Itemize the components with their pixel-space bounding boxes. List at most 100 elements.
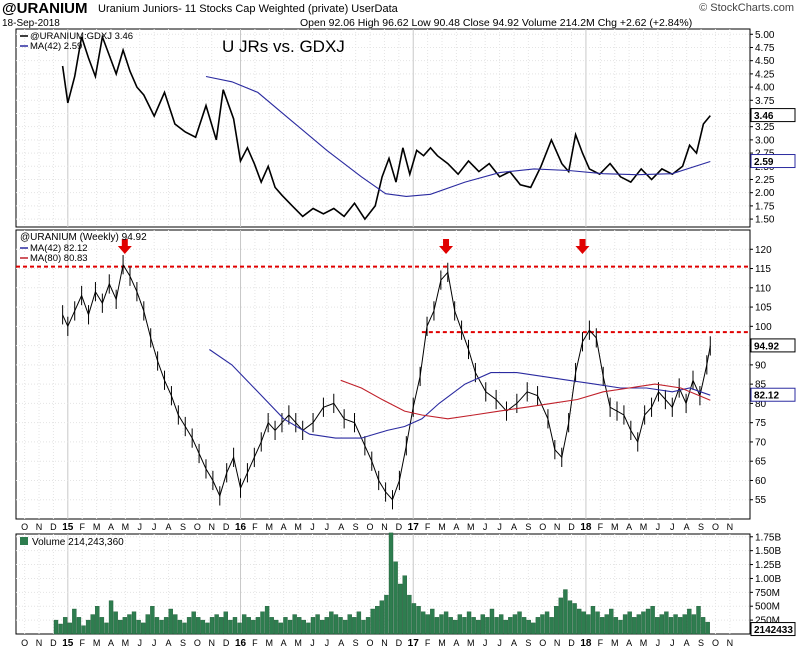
x-tick-label: A: [511, 638, 517, 648]
volume-bar: [494, 617, 499, 635]
down-arrow-icon: [575, 246, 590, 254]
volume-bar: [379, 600, 385, 635]
x-tick-label: J: [152, 638, 157, 648]
x-tick-label: M: [266, 638, 274, 648]
x-tick-label: F: [598, 638, 604, 648]
x-tick-label: S: [698, 522, 704, 532]
x-tick-label: N: [36, 522, 43, 532]
volume-bar: [457, 614, 463, 635]
x-tick-label: 18: [580, 522, 592, 533]
volume-bar: [659, 614, 664, 635]
volume-bar: [62, 617, 68, 635]
volume-bar: [599, 617, 605, 635]
x-tick-label: J: [670, 638, 675, 648]
x-tick-label: D: [568, 638, 575, 648]
x-tick-label: A: [626, 522, 632, 532]
volume-bar: [581, 611, 586, 635]
volume-bar: [563, 589, 568, 635]
x-tick-label: A: [453, 522, 459, 532]
volume-bar: [81, 625, 86, 635]
price-ma80-line: [340, 379, 711, 420]
x-tick-label: 17: [408, 522, 420, 533]
volume-bar: [645, 608, 651, 635]
volume-bar: [521, 617, 527, 635]
volume-bar: [567, 600, 573, 635]
x-tick-label: J: [497, 522, 502, 532]
volume-bar: [361, 619, 366, 635]
volume-bar: [301, 619, 307, 635]
ratio-panel-frame: [15, 28, 751, 228]
volume-bar: [425, 614, 430, 635]
volume-bar: [700, 617, 706, 635]
volume-bar: [214, 614, 219, 635]
y-tick-label: 250M: [755, 616, 780, 627]
x-tick-label: D: [568, 522, 575, 532]
volume-bar: [411, 603, 417, 635]
x-tick-label: F: [79, 522, 85, 532]
volume-bar: [118, 619, 123, 635]
x-tick-label: M: [640, 638, 648, 648]
volume-bar: [540, 614, 545, 635]
ratio-ma-value-box: [750, 154, 796, 169]
volume-bar: [517, 611, 522, 635]
y-tick-label: 1.00B: [755, 574, 781, 585]
down-arrow-icon: [579, 239, 586, 246]
x-tick-label: M: [294, 522, 302, 532]
volume-bar: [443, 611, 449, 635]
x-tick-label: A: [338, 638, 344, 648]
volume-bar: [200, 619, 206, 635]
x-tick-label: O: [367, 522, 374, 532]
y-tick-label: 105: [755, 303, 772, 314]
x-tick-label: N: [36, 638, 43, 648]
x-tick-label: M: [294, 638, 302, 648]
ohlc-summary: Open 92.06 High 96.62 Low 90.48 Close 94…: [300, 17, 693, 29]
x-tick-label: O: [21, 638, 28, 648]
volume-bar: [159, 619, 164, 635]
volume-bar: [246, 617, 251, 635]
volume-bar: [586, 614, 591, 635]
price-ma-value-box: [750, 387, 796, 402]
volume-bar: [191, 611, 196, 635]
ratio-ma42-line: [205, 75, 711, 197]
volume-bar: [136, 619, 141, 635]
volume-bar: [154, 617, 160, 635]
x-tick-label: D: [396, 522, 403, 532]
volume-bar: [260, 611, 265, 635]
symbol-description: Uranium Juniors- 11 Stocks Cap Weighted …: [98, 3, 398, 15]
volume-bar: [677, 617, 683, 635]
y-tick-label: 80: [755, 399, 767, 410]
x-tick-label: A: [338, 522, 344, 532]
volume-bar: [604, 614, 609, 635]
volume-bar: [283, 617, 288, 635]
x-tick-label: S: [698, 638, 704, 648]
volume-bar: [402, 575, 407, 635]
y-tick-label: 5.00: [755, 30, 775, 41]
volume-bar: [705, 621, 710, 635]
price-line: [62, 263, 711, 501]
volume-bar: [255, 617, 261, 635]
x-tick-label: M: [122, 522, 130, 532]
x-tick-label: M: [93, 638, 101, 648]
x-tick-label: N: [554, 522, 561, 532]
ratio-last-value-box: [750, 108, 796, 123]
volume-bar: [393, 561, 398, 635]
x-tick-label: O: [21, 522, 28, 532]
x-tick-label: A: [684, 522, 690, 532]
volume-bar: [338, 617, 343, 635]
price-last-value-box: [750, 338, 796, 353]
volume-bar: [365, 617, 371, 635]
volume-bar: [609, 608, 614, 635]
x-tick-label: 18: [580, 638, 592, 649]
volume-bar: [664, 611, 669, 635]
x-tick-label: A: [626, 638, 632, 648]
volume-bar: [439, 614, 444, 635]
volume-bar: [453, 619, 458, 635]
volume-bar: [186, 617, 192, 635]
volume-bar: [627, 611, 632, 635]
x-tick-label: J: [325, 522, 330, 532]
volume-bar: [99, 617, 105, 635]
y-tick-label: 55: [755, 495, 767, 506]
stockcharts-logo[interactable]: © StockCharts.com: [699, 2, 794, 14]
volume-bar: [535, 617, 541, 635]
volume-bar: [590, 606, 596, 635]
